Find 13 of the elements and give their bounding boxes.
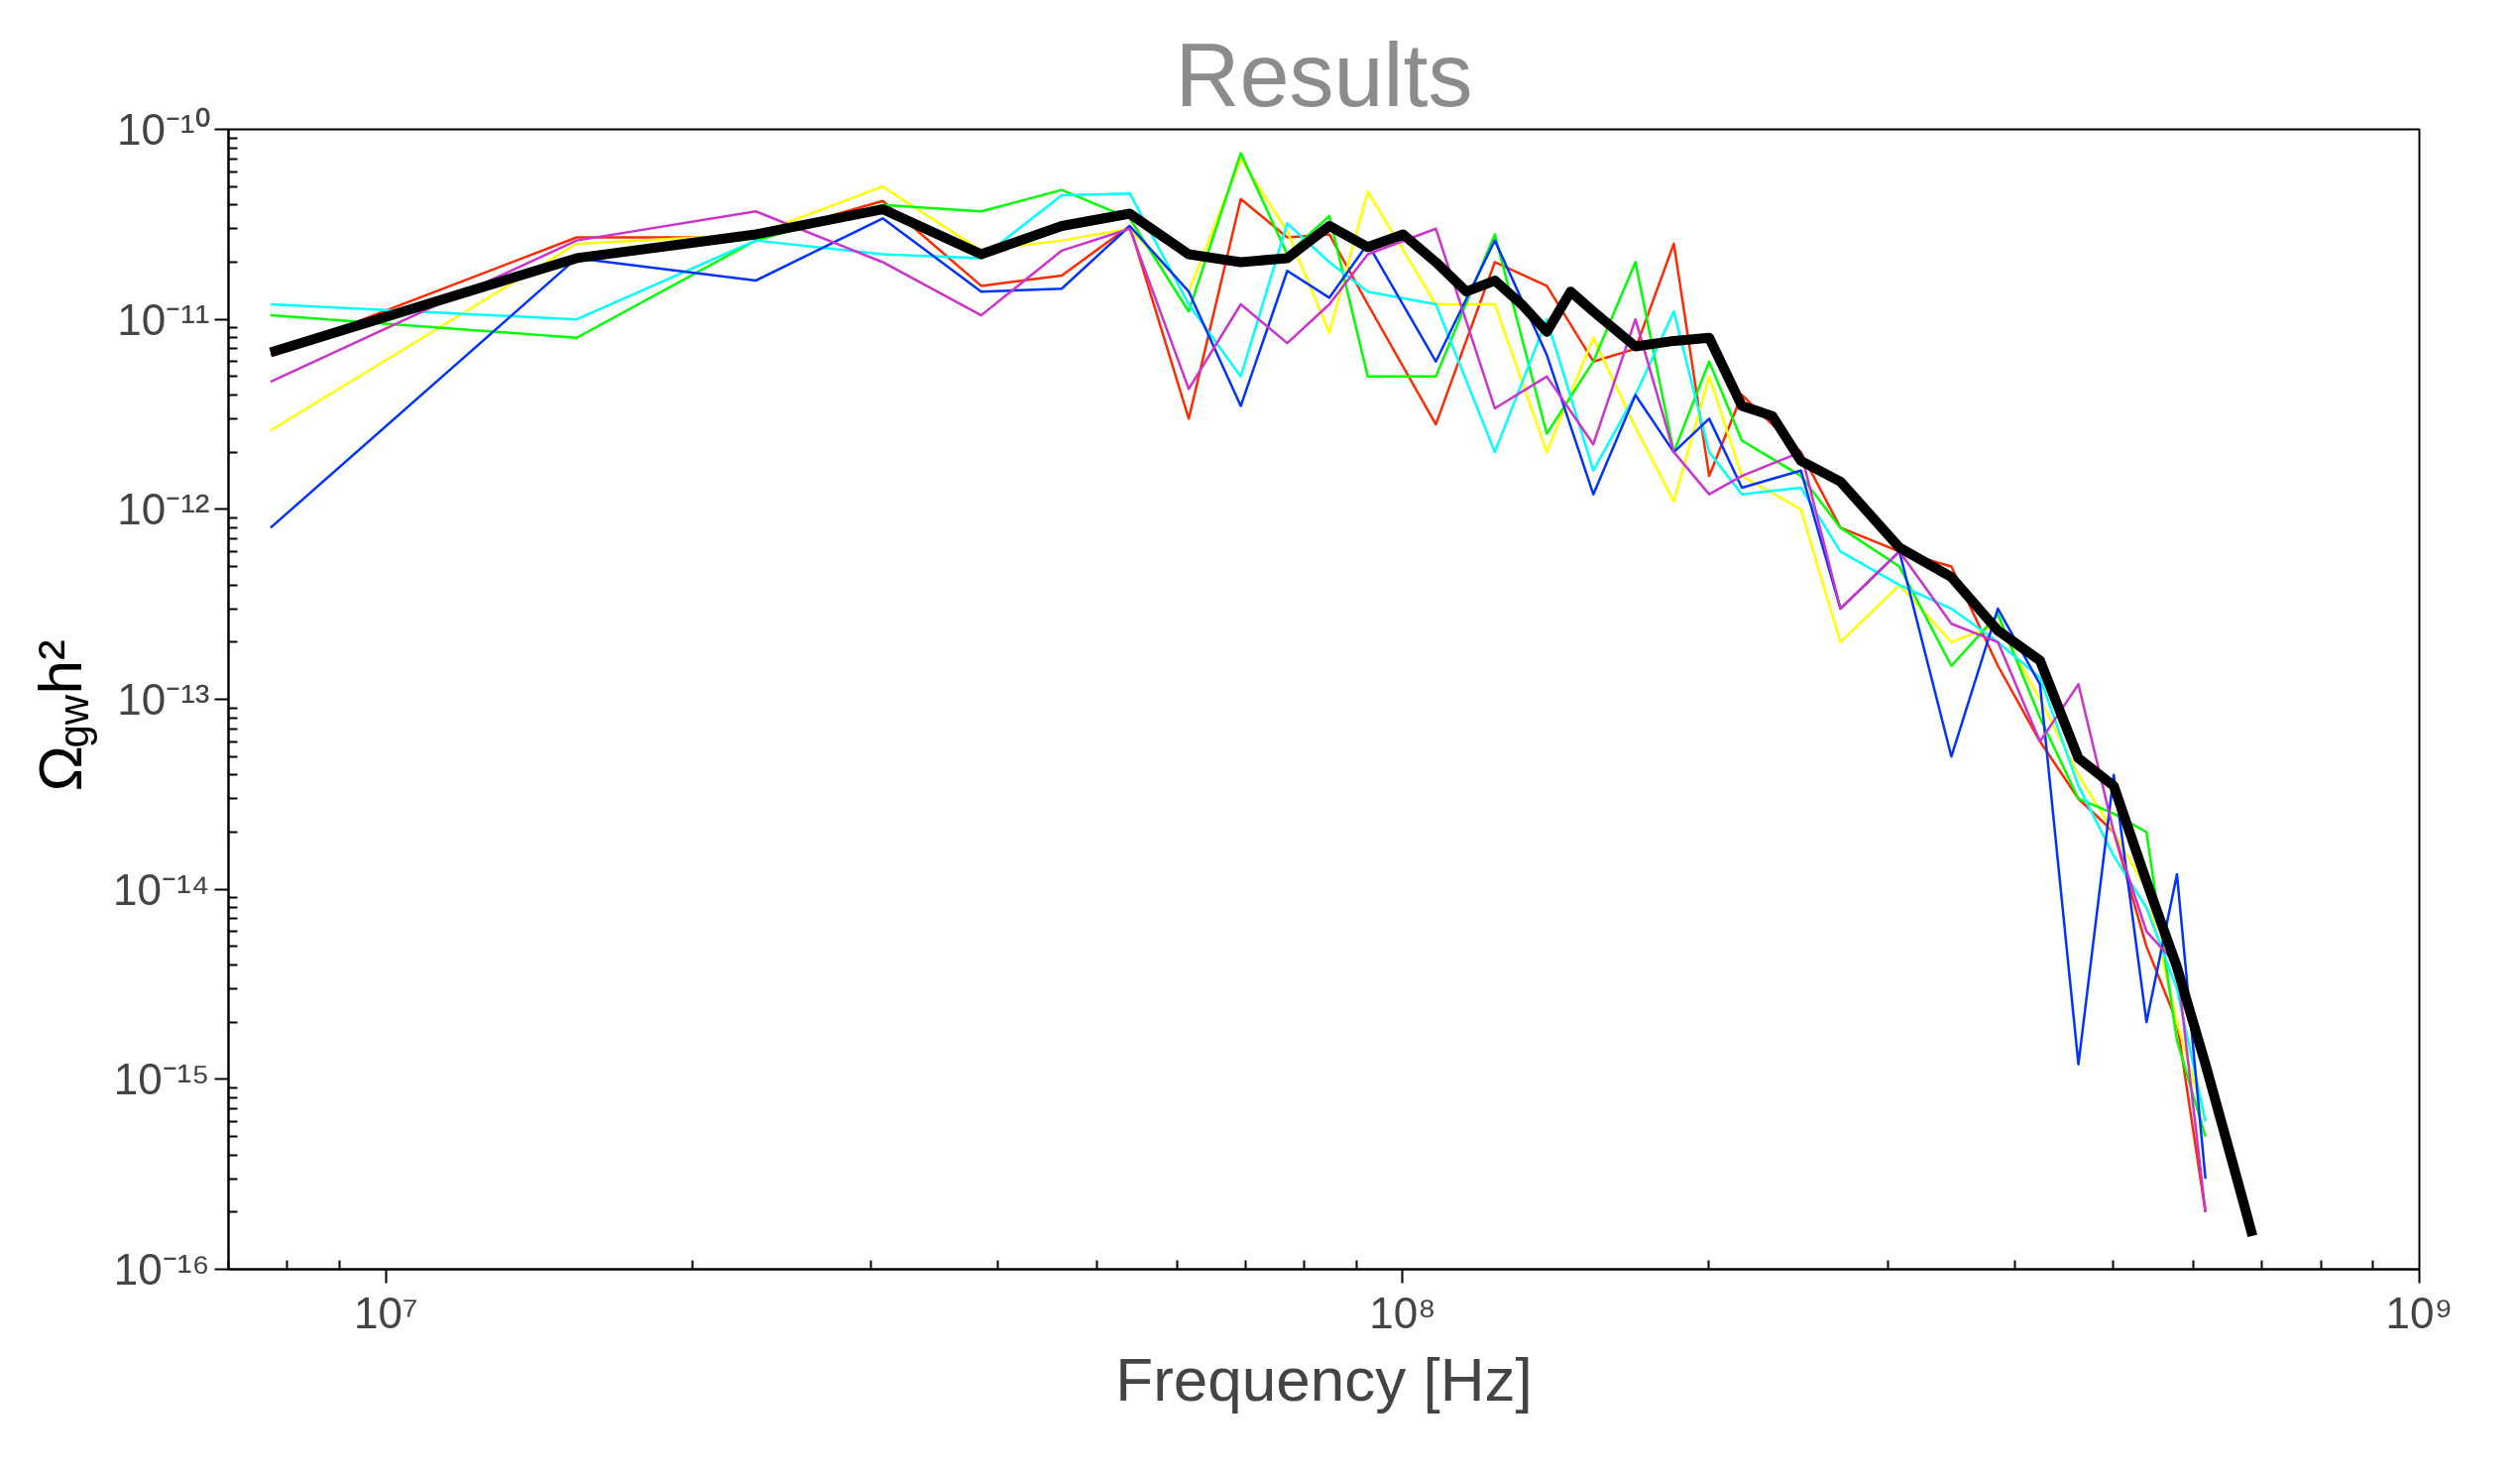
x-tick-label: 10⁸ <box>1369 1288 1436 1337</box>
y-tick-label: 10⁻¹⁵ <box>113 1055 210 1104</box>
y-tick-label: 10⁻¹⁰ <box>116 105 210 154</box>
x-tick-label: 10⁹ <box>2385 1288 2454 1337</box>
y-tick-label: 10⁻¹¹ <box>117 294 210 344</box>
y-axis-title: Ωgwh² <box>26 639 97 792</box>
y-tick-label: 10⁻¹⁶ <box>113 1245 210 1294</box>
y-tick-label: 10⁻¹² <box>117 485 210 534</box>
y-tick-label: 10⁻¹⁴ <box>113 864 210 914</box>
y-tick-label: 10⁻¹³ <box>117 675 210 724</box>
chart-title: Results <box>1175 25 1473 125</box>
x-axis-title: Frequency [Hz] <box>1115 1344 1533 1414</box>
x-tick-label: 10⁷ <box>353 1288 418 1337</box>
